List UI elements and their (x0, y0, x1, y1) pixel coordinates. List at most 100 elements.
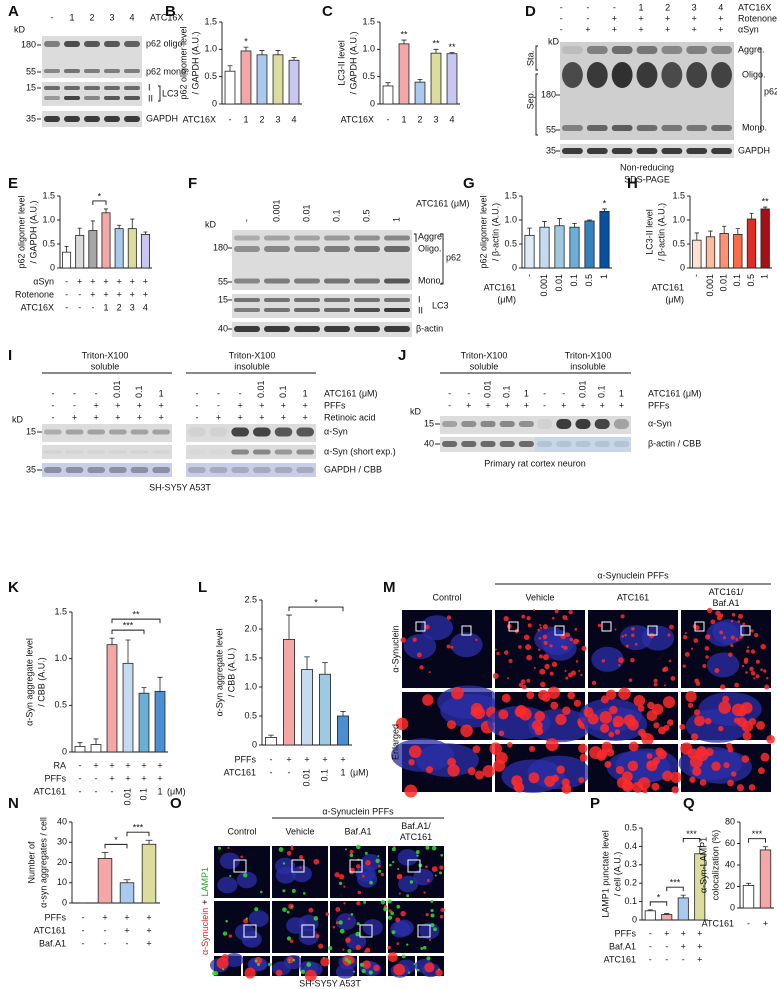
condition-value: + (103, 276, 108, 286)
band (253, 449, 271, 455)
lane-label: + (466, 400, 471, 410)
band (562, 125, 583, 131)
puncta (501, 693, 511, 703)
puncta (750, 670, 756, 676)
band (130, 429, 149, 435)
y-tick-label: 2.5 (244, 594, 257, 604)
puncta (704, 646, 710, 651)
y-tick-label: 0.5 (672, 238, 685, 248)
error-bar (322, 662, 328, 675)
y-axis-label: Number of (26, 841, 36, 884)
zoom-box (554, 625, 565, 636)
band (586, 46, 608, 54)
band (231, 467, 249, 473)
puncta (591, 680, 597, 686)
band (264, 235, 290, 241)
x-axis-label: ATC16X (183, 114, 216, 124)
band (562, 62, 583, 88)
band (636, 148, 658, 154)
panel-letter: N (8, 795, 19, 812)
error-bar (572, 222, 577, 228)
x-tick-label: - (229, 114, 232, 124)
puncta (282, 889, 286, 893)
condition-value: 0.1 (138, 788, 148, 801)
band (124, 96, 140, 100)
bar (554, 225, 565, 269)
puncta (685, 690, 697, 703)
error-bar (268, 734, 274, 738)
puncta (527, 623, 532, 628)
puncta (419, 665, 424, 670)
condition-value: + (141, 760, 146, 770)
puncta (601, 659, 606, 663)
lane-label: + (619, 400, 624, 410)
puncta (498, 730, 505, 737)
puncta (493, 759, 506, 772)
condition-label: αSyn (33, 276, 54, 286)
puncta (734, 682, 740, 688)
puncta (613, 721, 619, 728)
bar (141, 843, 157, 904)
caption: SDS-PAGE (624, 174, 670, 184)
band (234, 246, 260, 252)
lane-label: + (137, 400, 142, 410)
marker: 40 (218, 323, 228, 333)
condition-value: - (747, 918, 750, 928)
nucleus (706, 652, 740, 678)
nucleus (224, 953, 244, 968)
band (234, 308, 260, 312)
condition-value: 1 (340, 767, 345, 777)
condition-value: + (143, 289, 148, 299)
error-bar (749, 212, 754, 220)
puncta (388, 909, 392, 913)
band (64, 86, 80, 90)
puncta (369, 880, 373, 885)
kd-label: kD (12, 414, 24, 424)
puncta (437, 968, 440, 971)
x-tick-label: 1 (243, 114, 248, 124)
puncta (286, 910, 290, 914)
condition-value: - (79, 786, 82, 796)
condition-label: αSyn (738, 24, 759, 34)
puncta (282, 907, 287, 912)
puncta (763, 669, 767, 673)
nucleus (419, 922, 440, 940)
y-tick-label: 40 (57, 816, 67, 826)
error-bar (722, 225, 727, 234)
puncta (522, 684, 527, 690)
lane-label: + (259, 412, 264, 422)
marker: 55 (546, 124, 556, 134)
condition-value: 0.01 (122, 788, 132, 806)
puncta (450, 645, 454, 649)
bar (140, 233, 150, 269)
band (65, 467, 84, 473)
band (518, 441, 534, 447)
puncta (550, 701, 559, 710)
bar (599, 210, 610, 269)
puncta (526, 678, 531, 683)
puncta (756, 721, 765, 730)
lane-label: - (217, 400, 220, 410)
lane-label: - (217, 388, 220, 398)
significance: * (657, 892, 661, 902)
band (294, 278, 320, 284)
puncta (508, 658, 513, 663)
x-tick-label: 2 (417, 114, 422, 124)
puncta (416, 854, 419, 857)
y-axis-label: / CBB (A.U.) (36, 657, 46, 707)
band (384, 298, 410, 302)
x-axis-label: (μM) (665, 294, 684, 304)
band (611, 125, 633, 131)
band (109, 467, 127, 473)
condition-value: - (95, 773, 98, 783)
puncta (426, 879, 430, 882)
lane-label: + (238, 400, 243, 410)
lane-label: 0.1 (502, 385, 512, 398)
band (84, 69, 100, 73)
fraction-label: Triton-X100 (82, 350, 129, 360)
bar (719, 233, 729, 269)
lane-label: - (448, 388, 451, 398)
puncta (320, 957, 330, 967)
puncta (322, 956, 325, 959)
lane-label: 1 (638, 2, 643, 12)
